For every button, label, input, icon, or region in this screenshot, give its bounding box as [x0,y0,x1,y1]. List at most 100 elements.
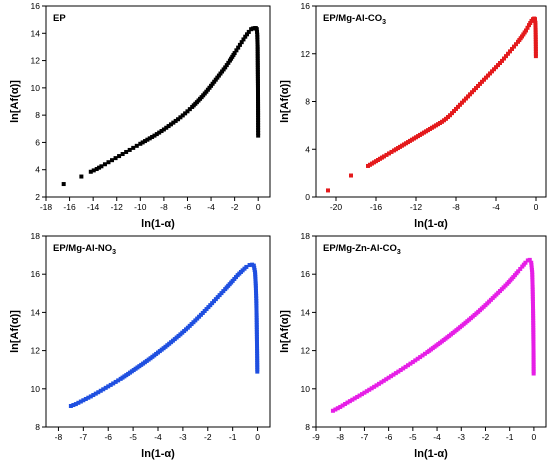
data-point [330,408,335,413]
data-point [530,282,535,287]
x-tick-label: -2 [482,432,490,442]
data-point [394,147,398,152]
data-point [154,351,159,356]
data-point [509,276,514,281]
data-point [254,339,259,344]
data-point [191,320,196,325]
data-point [255,47,260,52]
data-point [438,340,443,345]
data-point [514,271,519,276]
data-point [241,37,246,42]
data-point [531,371,536,376]
data-point [93,391,98,396]
x-tick-label: -1 [229,432,237,442]
data-point [531,332,536,337]
data-point [255,358,260,363]
data-point [143,139,148,144]
data-point [533,32,538,37]
data-point [255,29,260,34]
data-point [496,63,500,68]
data-point [256,113,261,118]
data-point [253,286,258,291]
data-point [450,111,454,116]
data-point [224,63,229,68]
data-point [533,44,538,49]
data-point [217,293,222,298]
panel-title: EP/Mg-Al-CO3 [323,13,386,26]
y-tick-label: 12 [301,49,311,59]
data-point [531,353,536,358]
x-tick-label: -7 [361,432,369,442]
data-point [256,104,261,109]
x-tick-label: -6 [104,432,112,442]
data-point [253,270,258,275]
data-point [533,46,538,51]
data-point [510,46,514,51]
data-point [255,353,260,358]
data-point [116,378,121,383]
data-point [113,379,118,384]
data-point [103,385,108,390]
y-axis-label: ln[Af(α)] [279,80,291,123]
data-point [91,393,96,398]
data-point [408,361,413,366]
data-point [430,346,435,351]
data-point [355,394,360,399]
y-tick-label: 8 [35,422,40,432]
data-point [398,144,402,149]
data-point [139,362,144,367]
data-point [202,91,207,96]
data-point [253,276,258,281]
data-point [458,102,462,107]
data-point [531,330,536,335]
data-point [415,356,420,361]
data-point [253,272,258,277]
data-point [159,129,164,134]
data-point [403,364,408,369]
data-point [446,115,450,120]
y-tick-label: 16 [31,1,41,11]
data-point [533,27,538,32]
data-point [480,79,484,84]
y-tick-label: 8 [305,97,310,107]
data-point [256,120,261,125]
data-point [254,322,259,327]
data-point [531,366,536,371]
x-tick-label: -6 [184,202,192,212]
data-point [98,388,103,393]
plot-frame [315,235,547,428]
data-point [168,122,173,127]
y-tick-label: 14 [301,307,311,317]
data-point [106,384,111,389]
plot-frame [45,5,271,198]
y-tick-label: 10 [31,384,41,394]
data-point [245,32,250,37]
x-tick-label: -5 [409,432,417,442]
y-tick-label: 12 [31,56,41,66]
data-point [533,25,538,30]
data-point [352,396,357,401]
x-tick-label: -2 [204,432,212,442]
data-point [255,37,260,42]
data-point [215,75,220,80]
data-point [372,384,377,389]
data-point [422,130,426,135]
data-point [478,81,482,86]
data-point [254,291,259,296]
data-point [61,182,66,187]
data-point [255,56,260,61]
y-tick-label: 18 [31,231,41,241]
x-axis-label: ln(1-α) [141,218,175,230]
data-point [255,58,260,63]
data-point [253,281,258,286]
data-point [106,160,111,165]
data-point [333,407,338,412]
data-point [494,65,498,70]
data-point [91,168,96,173]
data-point [531,325,536,330]
plot-frame [45,235,271,428]
data-point [406,140,410,145]
data-point [369,386,374,391]
data-point [254,334,259,339]
